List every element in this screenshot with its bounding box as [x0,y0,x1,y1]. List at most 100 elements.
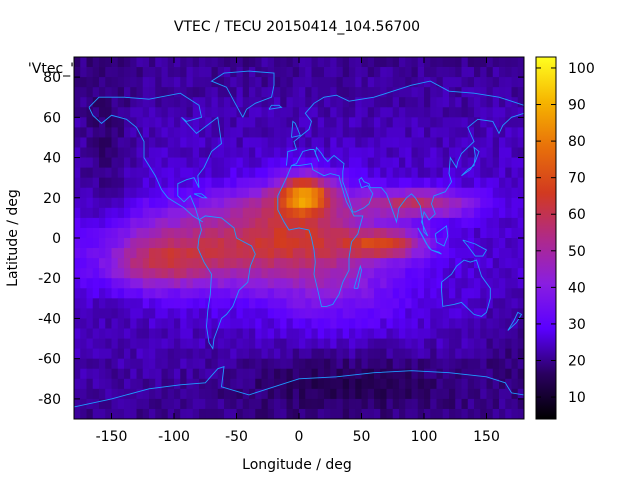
heatmap-cell [124,87,131,98]
heatmap-cell [299,137,306,148]
heatmap-cell [105,177,112,189]
heatmap-cell [130,258,137,269]
heatmap-cell [217,358,225,370]
heatmap-cell [274,268,281,279]
heatmap-cell [74,127,81,138]
heatmap-cell [392,258,400,269]
heatmap-cell [199,348,206,360]
heatmap-cell [242,268,250,279]
heatmap-cell [280,408,287,420]
heatmap-cell [392,167,400,179]
heatmap-cell [211,127,219,138]
heatmap-cell [411,77,419,88]
heatmap-cell [292,187,300,199]
heatmap-cell [461,157,469,169]
heatmap-cell [124,117,131,128]
heatmap-cell [330,348,337,360]
heatmap-cell [324,388,331,400]
heatmap-cell [186,77,194,88]
heatmap-cell [105,338,112,350]
heatmap-cell [336,398,344,410]
heatmap-cell [474,157,481,169]
colorbar-tick-label: 100 [568,61,595,77]
heatmap-cell [255,157,262,169]
heatmap-cell [480,137,487,148]
heatmap-cell [242,177,250,189]
heatmap-cell [436,167,444,179]
x-tick-label: -50 [225,429,248,445]
coastline [431,249,442,255]
heatmap-cell [80,87,87,98]
heatmap-cell [292,388,300,400]
heatmap-cell [180,258,187,269]
heatmap-cell [267,388,275,400]
heatmap-cell [242,227,250,239]
heatmap-cell [511,268,519,279]
heatmap-cell [224,97,231,108]
heatmap-cell [324,217,331,229]
heatmap-cell [461,348,469,360]
heatmap-cell [130,127,137,138]
heatmap-cell [261,117,269,128]
heatmap-cell [130,177,137,189]
heatmap-cell [492,258,500,269]
heatmap-cell [124,378,131,390]
heatmap-cell [142,77,150,88]
heatmap-cell [167,67,175,78]
heatmap-cell [367,248,375,259]
heatmap-cell [436,328,444,339]
heatmap-cell [149,238,156,249]
heatmap-cell [230,258,237,269]
heatmap-cell [124,258,131,269]
heatmap-cell [249,398,256,410]
heatmap-cell [436,147,444,158]
heatmap-cell [355,318,362,329]
heatmap-cell [161,398,169,410]
heatmap-cell [192,97,200,108]
heatmap-cell [80,97,87,108]
heatmap-cell [242,258,250,269]
heatmap-cell [499,408,506,420]
heatmap-cell [505,177,512,189]
coastline [291,112,524,237]
heatmap-cell [130,157,137,169]
heatmap-cell [167,328,175,339]
heatmap-cell [124,298,131,309]
heatmap-cell [242,348,250,360]
heatmap-cell [342,408,350,420]
heatmap-cell [105,197,112,209]
heatmap-cell [261,147,269,158]
heatmap-cell [342,137,350,148]
heatmap-cell [467,197,475,209]
heatmap-cell [417,157,425,169]
heatmap-cell [124,137,131,148]
heatmap-cell [136,408,144,420]
heatmap-cell [292,177,300,189]
heatmap-cell [136,137,144,148]
heatmap-cell [499,87,506,98]
heatmap-cell [142,238,150,249]
heatmap-cell [130,288,137,299]
heatmap-cell [449,197,456,209]
heatmap-cell [267,318,275,329]
heatmap-cell [411,308,419,319]
heatmap-cell [355,378,362,390]
heatmap-cell [342,107,350,118]
heatmap-cell [461,388,469,400]
heatmap-cell [236,197,244,209]
heatmap-cell [155,258,162,269]
x-tick-label: 0 [295,429,304,445]
heatmap-cell [449,388,456,400]
heatmap-cell [80,358,87,370]
heatmap-cell [486,318,494,329]
heatmap-cell [80,278,87,289]
heatmap-cell [380,268,387,279]
heatmap-cell [311,388,319,400]
heatmap-cell [99,328,106,339]
heatmap-cell [142,127,150,138]
heatmap-cell [430,328,437,339]
heatmap-cell [330,97,337,108]
heatmap-cell [386,167,394,179]
heatmap-cell [449,117,456,128]
chart-title: VTEC / TECU 20150414_104.56700 [174,19,420,35]
